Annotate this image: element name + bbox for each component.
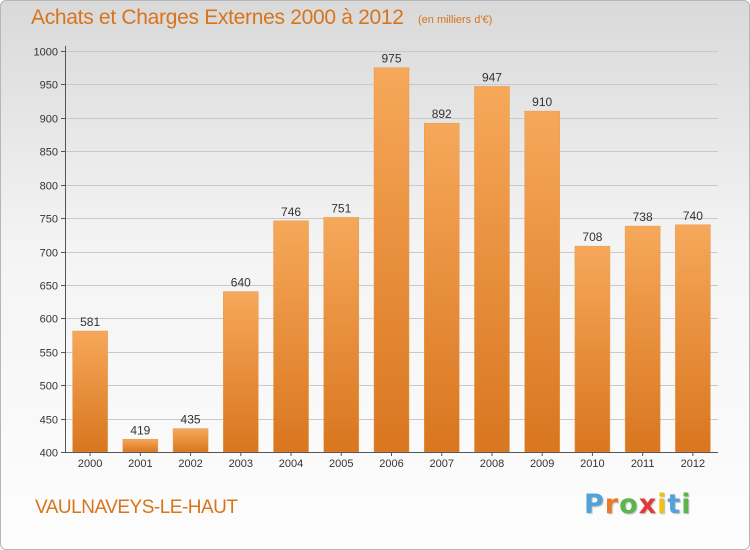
data-label: 746 bbox=[281, 205, 301, 219]
y-tick-label: 650 bbox=[40, 281, 58, 293]
y-tick-label: 800 bbox=[40, 181, 58, 193]
y-tick-label: 1000 bbox=[34, 47, 58, 59]
logo-letter: P bbox=[584, 489, 605, 520]
commune-name: VAULNAVEYS-LE-HAUT bbox=[35, 497, 238, 518]
x-tick-label: 2003 bbox=[229, 458, 253, 470]
bar-2009 bbox=[524, 110, 560, 453]
bar-2007 bbox=[423, 122, 460, 453]
chart-title: Achats et Charges Externes 2000 à 2012 bbox=[31, 6, 404, 29]
y-tick-label: 950 bbox=[40, 80, 58, 92]
data-label: 740 bbox=[683, 209, 703, 223]
y-tick-label: 400 bbox=[40, 448, 58, 460]
bar-2010 bbox=[574, 245, 611, 453]
bar-2003 bbox=[223, 291, 259, 453]
data-label: 892 bbox=[432, 107, 452, 121]
data-label: 581 bbox=[80, 315, 100, 329]
bar-2012 bbox=[675, 224, 711, 453]
logo-letter: x bbox=[638, 489, 658, 520]
bar-2004 bbox=[273, 220, 309, 453]
data-label: 419 bbox=[130, 423, 150, 437]
logo-letter: o bbox=[619, 489, 639, 520]
x-tick-label: 2007 bbox=[429, 458, 453, 470]
y-tick-label: 900 bbox=[40, 114, 58, 126]
axes: 400 450 500 550 600 650 700 750 800 850 900 950 1000… bbox=[34, 46, 718, 470]
y-tick-label: 450 bbox=[40, 415, 58, 427]
y-tick-label: 750 bbox=[40, 214, 58, 226]
bars: 581 419 435 640 746 751 975 892 947 910 708 738 740 bbox=[72, 52, 711, 453]
bar-2005 bbox=[323, 217, 360, 453]
logo-letter: r bbox=[604, 489, 620, 520]
x-tick-label: 2000 bbox=[78, 458, 102, 470]
logo-letter: i bbox=[681, 489, 692, 520]
data-label: 910 bbox=[532, 95, 552, 109]
x-tick-label: 2010 bbox=[580, 458, 604, 470]
x-tick-label: 2006 bbox=[379, 458, 403, 470]
bar-2002 bbox=[172, 428, 209, 453]
data-label: 708 bbox=[582, 230, 602, 244]
y-tick-label: 600 bbox=[40, 314, 58, 326]
y-tick-label: 850 bbox=[40, 147, 58, 159]
y-tick-label: 550 bbox=[40, 348, 58, 360]
x-tick-label: 2009 bbox=[530, 458, 554, 470]
data-label: 751 bbox=[331, 201, 351, 215]
x-tick-label: 2011 bbox=[631, 458, 655, 470]
x-tick-label: 2001 bbox=[128, 458, 152, 470]
bar-2008 bbox=[474, 86, 510, 453]
data-label: 975 bbox=[381, 52, 401, 66]
logo-letter: i bbox=[657, 489, 668, 520]
data-label: 435 bbox=[181, 413, 201, 427]
x-tick-label: 2002 bbox=[178, 458, 202, 470]
bar-2006 bbox=[373, 67, 410, 453]
x-tick-label: 2012 bbox=[681, 458, 705, 470]
y-tick-label: 700 bbox=[40, 248, 58, 260]
bar-2000 bbox=[72, 330, 108, 453]
y-tick-label: 500 bbox=[40, 381, 58, 393]
x-tick-label: 2005 bbox=[329, 458, 353, 470]
proxiti-logo: Proxiti bbox=[584, 489, 692, 520]
logo-letter: t bbox=[667, 489, 682, 520]
data-label: 947 bbox=[482, 70, 502, 84]
bar-2001 bbox=[122, 439, 159, 453]
data-label: 738 bbox=[633, 210, 653, 224]
x-tick-label: 2008 bbox=[480, 458, 504, 470]
x-tick-label: 2004 bbox=[279, 458, 303, 470]
bar-2011 bbox=[624, 225, 661, 453]
chart-unit: (en milliers d'€) bbox=[418, 14, 493, 26]
data-label: 640 bbox=[231, 276, 251, 290]
